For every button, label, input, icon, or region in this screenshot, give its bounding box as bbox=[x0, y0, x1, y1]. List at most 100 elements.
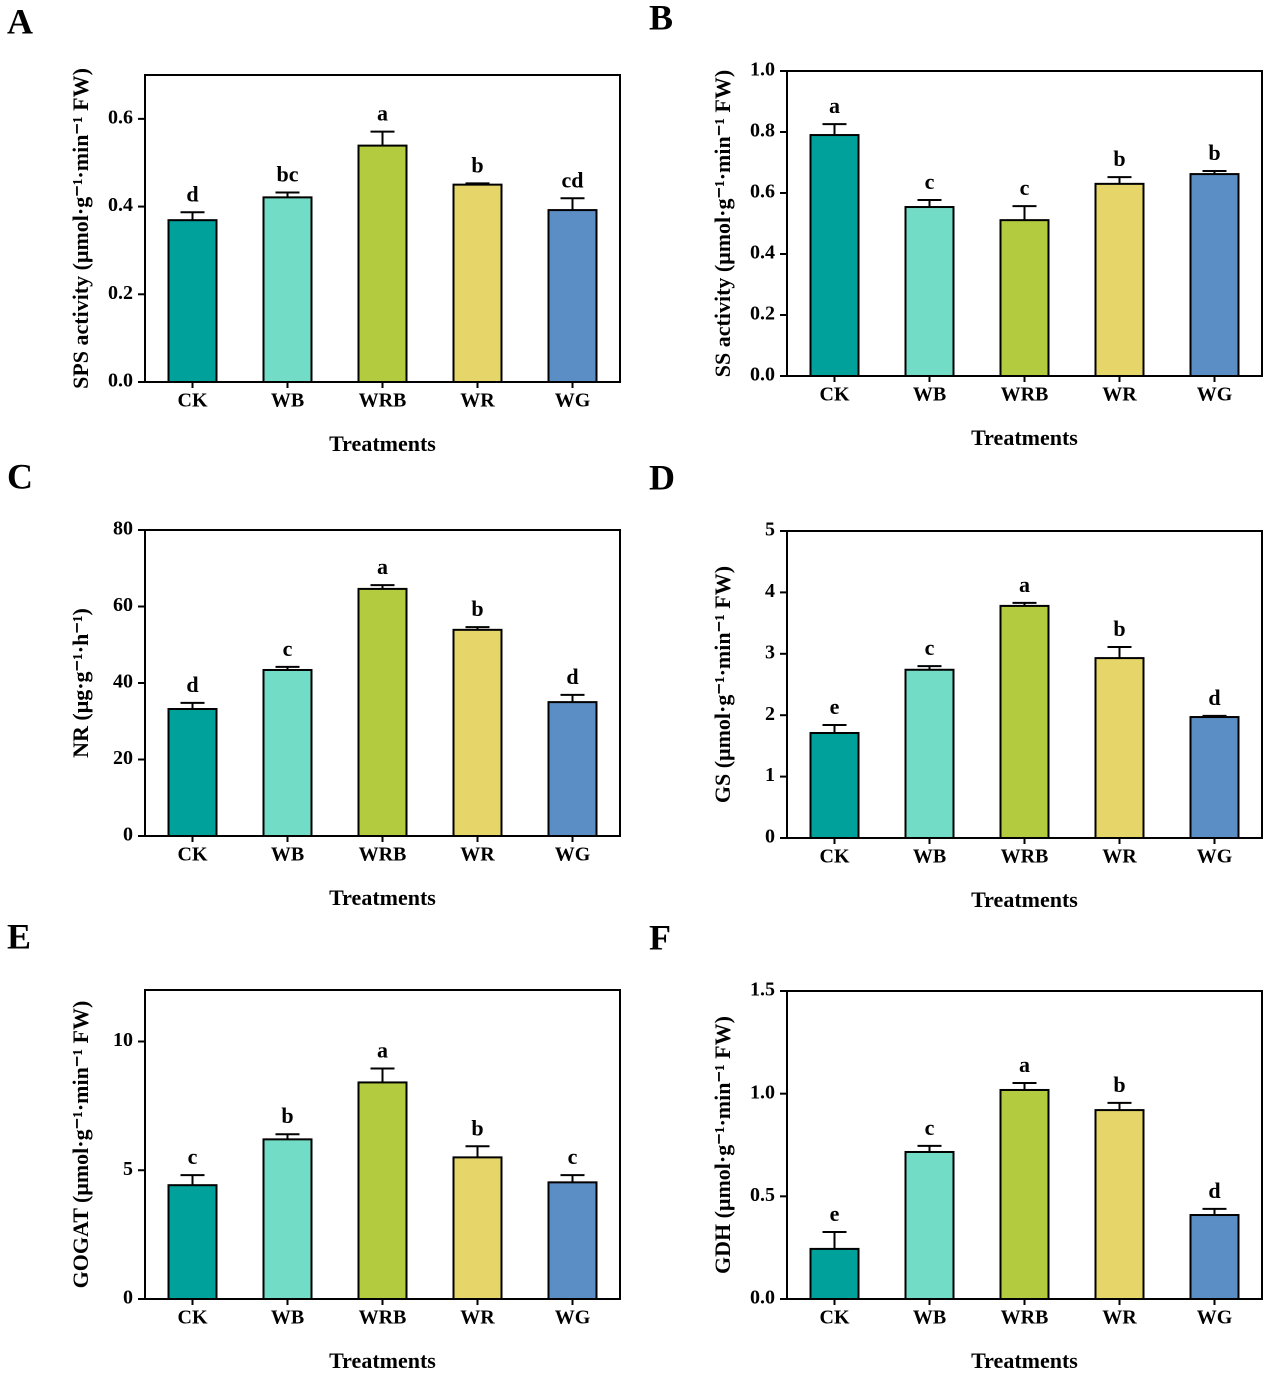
x-tick-label: WB bbox=[913, 1307, 946, 1329]
x-tick-label: WR bbox=[460, 390, 495, 412]
x-tick-label: WB bbox=[271, 390, 304, 412]
bar bbox=[452, 1156, 503, 1300]
bar bbox=[262, 1138, 313, 1300]
panel-label: B bbox=[649, 0, 673, 37]
bar bbox=[904, 668, 955, 839]
bar bbox=[904, 1150, 955, 1300]
y-tick-label: 3 bbox=[765, 641, 775, 663]
x-tick-label: CK bbox=[178, 390, 208, 412]
bar bbox=[167, 708, 218, 838]
x-tick-label: WG bbox=[1197, 1307, 1233, 1329]
significance-letter: b bbox=[471, 596, 483, 621]
significance-letter: a bbox=[377, 1038, 388, 1063]
bar bbox=[809, 732, 860, 839]
significance-letter: b bbox=[1113, 146, 1125, 171]
y-tick-label: 0.6 bbox=[108, 106, 133, 128]
y-tick-label: 1.0 bbox=[750, 59, 775, 81]
y-tick-label: 0 bbox=[123, 824, 133, 846]
panel-label: A bbox=[7, 1, 33, 41]
x-axis-title: Treatments bbox=[971, 1348, 1078, 1373]
x-tick-label: WRB bbox=[1001, 384, 1049, 406]
x-tick-label: CK bbox=[820, 1307, 850, 1329]
bar bbox=[452, 628, 503, 838]
x-tick-label: WR bbox=[1102, 1307, 1137, 1329]
significance-letter: cd bbox=[562, 167, 584, 192]
y-tick-label: 5 bbox=[765, 519, 775, 541]
y-axis-title: GOGAT (μmol·g⁻¹·min⁻¹ FW) bbox=[68, 1001, 93, 1289]
bar bbox=[904, 206, 955, 377]
significance-letter: b bbox=[471, 152, 483, 177]
significance-letter: c bbox=[1020, 175, 1030, 200]
significance-letter: d bbox=[186, 672, 198, 697]
y-tick-label: 1.5 bbox=[750, 979, 775, 1001]
x-tick-label: WG bbox=[1197, 384, 1233, 406]
panel-label: E bbox=[7, 916, 31, 956]
significance-letter: bc bbox=[277, 162, 299, 187]
y-tick-label: 40 bbox=[113, 671, 133, 693]
y-tick-label: 80 bbox=[113, 518, 133, 540]
plot-frame bbox=[786, 70, 1263, 377]
y-axis-title: GS (μmol·g⁻¹·min⁻¹ FW) bbox=[710, 566, 735, 803]
bar bbox=[999, 1088, 1050, 1301]
bar bbox=[262, 668, 313, 837]
bar bbox=[809, 1247, 860, 1301]
y-tick-label: 2 bbox=[765, 703, 775, 725]
y-tick-label: 0.5 bbox=[750, 1184, 775, 1206]
x-tick-label: WR bbox=[1102, 846, 1137, 868]
y-tick-label: 5 bbox=[123, 1158, 133, 1180]
y-axis-title: NR (μg·g⁻¹·h⁻¹) bbox=[68, 608, 93, 758]
y-tick-label: 0.6 bbox=[750, 181, 775, 203]
y-tick-label: 1 bbox=[765, 764, 775, 786]
x-tick-label: WB bbox=[271, 844, 304, 866]
panel-label: D bbox=[649, 457, 675, 497]
plot-frame bbox=[786, 990, 1263, 1300]
x-tick-label: CK bbox=[820, 384, 850, 406]
chart-panel: E GOGAT (μmol·g⁻¹·min⁻¹ FW) Treatments 0 5 10… bbox=[7, 916, 621, 1373]
plot-frame bbox=[144, 74, 621, 383]
plot-frame bbox=[786, 530, 1263, 839]
bar bbox=[1189, 1214, 1240, 1301]
significance-letter: a bbox=[1019, 572, 1030, 597]
x-axis-title: Treatments bbox=[971, 425, 1078, 450]
significance-letter: c bbox=[925, 169, 935, 194]
bar bbox=[999, 604, 1050, 840]
y-tick-label: 0.2 bbox=[108, 282, 133, 304]
chart-panel: A SPS activity (μmol·g⁻¹·min⁻¹ FW) Treatme… bbox=[7, 1, 621, 456]
y-tick-label: 20 bbox=[113, 747, 133, 769]
plot-frame bbox=[144, 529, 621, 837]
bar bbox=[547, 1181, 598, 1301]
significance-letter: e bbox=[830, 1201, 840, 1226]
y-tick-label: 1.0 bbox=[750, 1081, 775, 1103]
y-tick-label: 0.2 bbox=[750, 303, 775, 325]
y-tick-label: 0.4 bbox=[108, 194, 133, 216]
significance-letter: b bbox=[281, 1103, 293, 1128]
significance-letter: d bbox=[186, 181, 198, 206]
y-tick-label: 4 bbox=[765, 580, 775, 602]
bar bbox=[1094, 1109, 1145, 1301]
x-tick-label: WB bbox=[271, 1307, 304, 1329]
bar bbox=[547, 209, 598, 383]
chart-panel: C NR (μg·g⁻¹·h⁻¹) Treatments 0 20 40 60 80 d CK c W… bbox=[7, 456, 621, 910]
bar bbox=[1094, 657, 1145, 840]
y-tick-label: 0 bbox=[765, 826, 775, 848]
x-tick-label: WG bbox=[555, 390, 591, 412]
x-tick-label: CK bbox=[820, 846, 850, 868]
plot-frame bbox=[144, 989, 621, 1300]
bar bbox=[1189, 716, 1240, 839]
x-tick-label: WRB bbox=[359, 844, 407, 866]
y-tick-label: 0.0 bbox=[108, 370, 133, 392]
x-tick-label: WG bbox=[1197, 846, 1233, 868]
bar bbox=[167, 1184, 218, 1301]
x-tick-label: WR bbox=[460, 844, 495, 866]
chart-panel: F GDH (μmol·g⁻¹·min⁻¹ FW) Treatments 0.0 0.5… bbox=[649, 917, 1263, 1373]
y-tick-label: 0.0 bbox=[750, 364, 775, 386]
bar bbox=[999, 219, 1050, 377]
x-tick-label: WRB bbox=[359, 390, 407, 412]
x-tick-label: WG bbox=[555, 844, 591, 866]
x-tick-label: WR bbox=[460, 1307, 495, 1329]
y-axis-title: GDH (μmol·g⁻¹·min⁻¹ FW) bbox=[710, 1016, 735, 1274]
significance-letter: e bbox=[830, 694, 840, 719]
significance-letter: d bbox=[566, 664, 578, 689]
significance-letter: a bbox=[377, 101, 388, 126]
